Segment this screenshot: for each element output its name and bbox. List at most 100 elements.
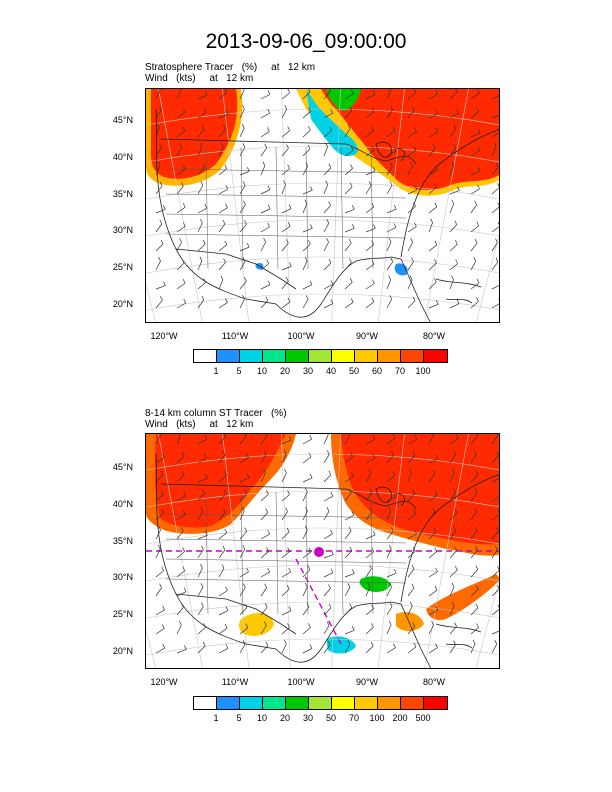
wind-barb xyxy=(239,204,246,214)
wind-barb-flag xyxy=(496,527,499,532)
panel1-map xyxy=(145,88,500,323)
wind-barb-flag xyxy=(435,127,439,133)
wind-barb-flag xyxy=(159,89,161,91)
wind-barb xyxy=(281,208,292,214)
latitude-line xyxy=(146,453,499,471)
wind-barb-flag xyxy=(158,256,161,262)
wind-barb-flag xyxy=(493,142,497,148)
colorbar-swatch xyxy=(286,697,309,709)
wind-barb xyxy=(239,170,250,176)
wind-barb-flag xyxy=(371,240,374,245)
wind-barb-flag xyxy=(284,639,287,645)
wind-barb-flag xyxy=(308,89,311,93)
wind-barb-flag xyxy=(309,644,313,649)
wind-barb xyxy=(323,644,331,654)
wind-barb xyxy=(176,649,187,654)
wind-barb xyxy=(344,456,353,464)
wind-barb xyxy=(260,587,267,597)
wind-barb xyxy=(365,263,375,271)
wind-barb xyxy=(218,454,226,464)
state-line xyxy=(165,558,407,564)
wind-barb-flag xyxy=(453,488,456,493)
wind-barb xyxy=(260,512,268,521)
wind-barb-flag xyxy=(456,299,460,304)
state-line xyxy=(165,578,407,584)
wind-barb xyxy=(176,147,183,157)
wind-barb-flag xyxy=(350,298,354,303)
panel2-lat-label: 20°N xyxy=(112,646,133,656)
wind-barb-flag xyxy=(157,123,160,128)
state-line xyxy=(240,491,244,615)
wind-barb xyxy=(428,551,437,559)
wind-barb-flag xyxy=(220,275,224,280)
wind-barb-flag xyxy=(202,163,206,168)
wind-barb-flag xyxy=(202,489,205,494)
wind-barb xyxy=(428,458,439,464)
wind-barb xyxy=(449,224,458,233)
wind-barb xyxy=(239,89,245,100)
state-line xyxy=(205,491,209,615)
wind-barb xyxy=(344,208,355,214)
wind-barb xyxy=(155,434,161,445)
wind-barb-flag xyxy=(182,108,186,113)
wind-barb-flag xyxy=(179,237,182,243)
wind-barb-flag xyxy=(498,473,499,475)
wind-barb-flag xyxy=(159,219,163,225)
wind-barb xyxy=(197,282,206,290)
wind-barb xyxy=(428,624,434,635)
wind-barb xyxy=(449,279,454,290)
wind-barb xyxy=(197,493,205,502)
wind-barb xyxy=(323,625,330,635)
wind-barb xyxy=(218,302,228,309)
wind-barb xyxy=(218,262,226,271)
wind-barb-flag xyxy=(388,237,392,243)
wind-barb xyxy=(218,129,226,138)
wind-barb xyxy=(449,147,457,157)
wind-barb xyxy=(323,112,333,119)
wind-barb xyxy=(197,207,207,214)
wind-barb-flag xyxy=(409,601,413,607)
wind-barb xyxy=(386,496,397,502)
wind-barb-flag xyxy=(351,472,354,477)
wind-barb-flag xyxy=(474,450,477,455)
wind-barb xyxy=(218,146,224,157)
wind-barb-flag xyxy=(393,568,397,574)
colorbar-swatch xyxy=(194,350,217,362)
wind-barb-flag xyxy=(204,435,208,440)
wind-barb xyxy=(239,147,246,157)
wind-barb-flag xyxy=(451,582,455,588)
panel1-lat-label: 45°N xyxy=(112,115,133,125)
wind-barb xyxy=(491,496,499,502)
wind-barb xyxy=(218,475,227,483)
wind-barb-flag xyxy=(287,547,290,552)
wind-barb-flag xyxy=(242,640,246,645)
wind-barb xyxy=(344,629,355,635)
wind-barb xyxy=(197,535,208,540)
wind-barb-flag xyxy=(308,240,311,245)
wind-barb xyxy=(428,609,438,616)
wind-barb xyxy=(491,303,499,309)
panel1-colorbar xyxy=(193,349,448,363)
panel2-map xyxy=(145,433,500,669)
wind-barb xyxy=(197,94,208,100)
wind-barb xyxy=(260,551,269,559)
wind-barb xyxy=(386,475,395,483)
wind-barb-flag xyxy=(266,547,269,552)
state-line xyxy=(165,513,407,519)
wind-barb-flag xyxy=(349,258,352,263)
wind-barb-flag xyxy=(391,451,394,456)
wind-barb xyxy=(155,529,161,540)
wind-barb-flag xyxy=(369,507,373,513)
wind-barb xyxy=(470,170,481,176)
wind-barb-flag xyxy=(434,202,438,207)
wind-barb-flag xyxy=(413,547,416,552)
wind-barb xyxy=(344,435,351,445)
wind-barb-flag xyxy=(160,489,164,495)
wind-barb xyxy=(491,570,499,578)
wind-barb xyxy=(197,260,203,271)
wind-barb-flag xyxy=(352,569,355,574)
wind-barb xyxy=(407,242,414,252)
wind-barb-flag xyxy=(307,565,311,570)
wind-barb xyxy=(155,243,164,252)
wind-barb-flag xyxy=(244,527,248,532)
